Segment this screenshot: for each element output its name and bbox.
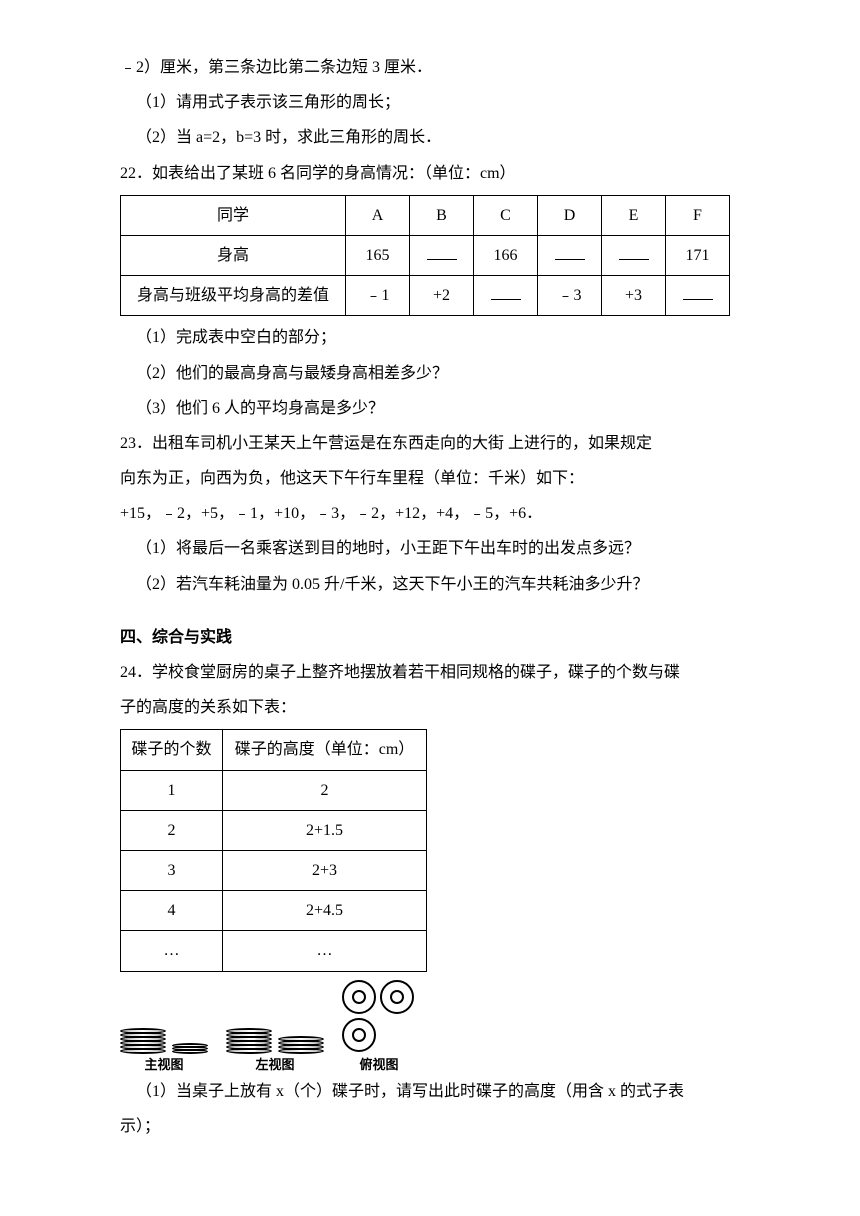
table-header: E bbox=[602, 195, 666, 235]
table-header: F bbox=[666, 195, 730, 235]
q23-sub1: （1）将最后一名乘客送到目的地时，小王距下午出车时的出发点多远？ bbox=[120, 531, 740, 566]
main-view-group: 主视图 bbox=[120, 1030, 208, 1073]
table-cell: 165 bbox=[346, 235, 410, 275]
section4-title: 四、综合与实践 bbox=[120, 620, 740, 655]
table-row: 2 2+1.5 bbox=[121, 810, 427, 850]
table-cell: 2 bbox=[121, 810, 223, 850]
top-view-label: 俯视图 bbox=[359, 1057, 398, 1073]
q23-line1: 23．出租车司机小王某天上午营运是在东西走向的大街 上进行的，如果规定 bbox=[120, 426, 740, 461]
table-row: 同学 A B C D E F bbox=[121, 195, 730, 235]
table-cell: 身高 bbox=[121, 235, 346, 275]
blank-fill bbox=[491, 283, 521, 301]
table-header: 碟子的高度（单位：cm） bbox=[223, 730, 427, 770]
table-header: D bbox=[538, 195, 602, 235]
blank-fill bbox=[619, 242, 649, 260]
intro-line1: ﹣2）厘米，第三条边比第二条边短 3 厘米． bbox=[120, 50, 740, 85]
table-row: 身高与班级平均身高的差值 ﹣1 +2 ﹣3 +3 bbox=[121, 276, 730, 316]
left-view-group: 左视图 bbox=[226, 1030, 324, 1073]
left-view-icon bbox=[226, 1030, 324, 1054]
table-cell: … bbox=[223, 931, 427, 971]
intro-q1: （1）请用式子表示该三角形的周长； bbox=[120, 85, 740, 120]
table-row: 3 2+3 bbox=[121, 850, 427, 890]
table-header: 碟子的个数 bbox=[121, 730, 223, 770]
table-header: B bbox=[410, 195, 474, 235]
main-view-label: 主视图 bbox=[144, 1057, 183, 1073]
table-row: 4 2+4.5 bbox=[121, 891, 427, 931]
q24-sub1-line2: 示）； bbox=[120, 1109, 740, 1144]
blank-fill bbox=[427, 242, 457, 260]
table-cell: 2+1.5 bbox=[223, 810, 427, 850]
table-cell bbox=[538, 235, 602, 275]
q24-table: 碟子的个数 碟子的高度（单位：cm） 1 2 2 2+1.5 3 2+3 4 2… bbox=[120, 729, 427, 971]
table-cell: 身高与班级平均身高的差值 bbox=[121, 276, 346, 316]
q24-sub1-line1: （1）当桌子上放有 x（个）碟子时，请写出此时碟子的高度（用含 x 的式子表 bbox=[120, 1074, 740, 1109]
q24-line1: 24．学校食堂厨房的桌子上整齐地摆放着若干相同规格的碟子，碟子的个数与碟 bbox=[120, 655, 740, 690]
table-cell: 2+3 bbox=[223, 850, 427, 890]
table-cell bbox=[474, 276, 538, 316]
main-view-icon bbox=[120, 1030, 208, 1054]
table-cell: ﹣1 bbox=[346, 276, 410, 316]
q22-sub2: （2）他们的最高身高与最矮身高相差多少？ bbox=[120, 356, 740, 391]
table-cell bbox=[666, 276, 730, 316]
q23-data: +15，﹣2，+5，﹣1，+10，﹣3，﹣2，+12，+4，﹣5，+6． bbox=[120, 496, 740, 531]
table-header: C bbox=[474, 195, 538, 235]
top-view-icon bbox=[342, 980, 416, 1054]
table-row: 身高 165 166 171 bbox=[121, 235, 730, 275]
top-view-group: 俯视图 bbox=[342, 980, 416, 1073]
table-cell bbox=[410, 235, 474, 275]
table-cell: 3 bbox=[121, 850, 223, 890]
table-cell: ﹣3 bbox=[538, 276, 602, 316]
table-header: 同学 bbox=[121, 195, 346, 235]
table-cell: … bbox=[121, 931, 223, 971]
q22-sub1: （1）完成表中空白的部分； bbox=[120, 320, 740, 355]
q22-title: 22．如表给出了某班 6 名同学的身高情况：（单位：cm） bbox=[120, 156, 740, 191]
table-cell: 166 bbox=[474, 235, 538, 275]
views-diagram: 主视图 左视图 俯视图 bbox=[120, 980, 740, 1073]
table-row: 1 2 bbox=[121, 770, 427, 810]
intro-q2: （2）当 a=2，b=3 时，求此三角形的周长． bbox=[120, 120, 740, 155]
table-cell: 2+4.5 bbox=[223, 891, 427, 931]
table-cell: 1 bbox=[121, 770, 223, 810]
q22-table: 同学 A B C D E F 身高 165 166 171 身高与班级平均身高的… bbox=[120, 195, 730, 317]
q23-sub2: （2）若汽车耗油量为 0.05 升/千米，这天下午小王的汽车共耗油多少升？ bbox=[120, 567, 740, 602]
q24-line2: 子的高度的关系如下表： bbox=[120, 690, 740, 725]
table-header: A bbox=[346, 195, 410, 235]
table-cell bbox=[602, 235, 666, 275]
table-cell: 171 bbox=[666, 235, 730, 275]
table-cell: +2 bbox=[410, 276, 474, 316]
blank-fill bbox=[555, 242, 585, 260]
blank-fill bbox=[683, 283, 713, 301]
table-row: … … bbox=[121, 931, 427, 971]
table-row: 碟子的个数 碟子的高度（单位：cm） bbox=[121, 730, 427, 770]
table-cell: +3 bbox=[602, 276, 666, 316]
q23-line2: 向东为正，向西为负，他这天下午行车里程（单位：千米）如下： bbox=[120, 461, 740, 496]
q22-sub3: （3）他们 6 人的平均身高是多少？ bbox=[120, 391, 740, 426]
table-cell: 4 bbox=[121, 891, 223, 931]
table-cell: 2 bbox=[223, 770, 427, 810]
left-view-label: 左视图 bbox=[255, 1057, 294, 1073]
